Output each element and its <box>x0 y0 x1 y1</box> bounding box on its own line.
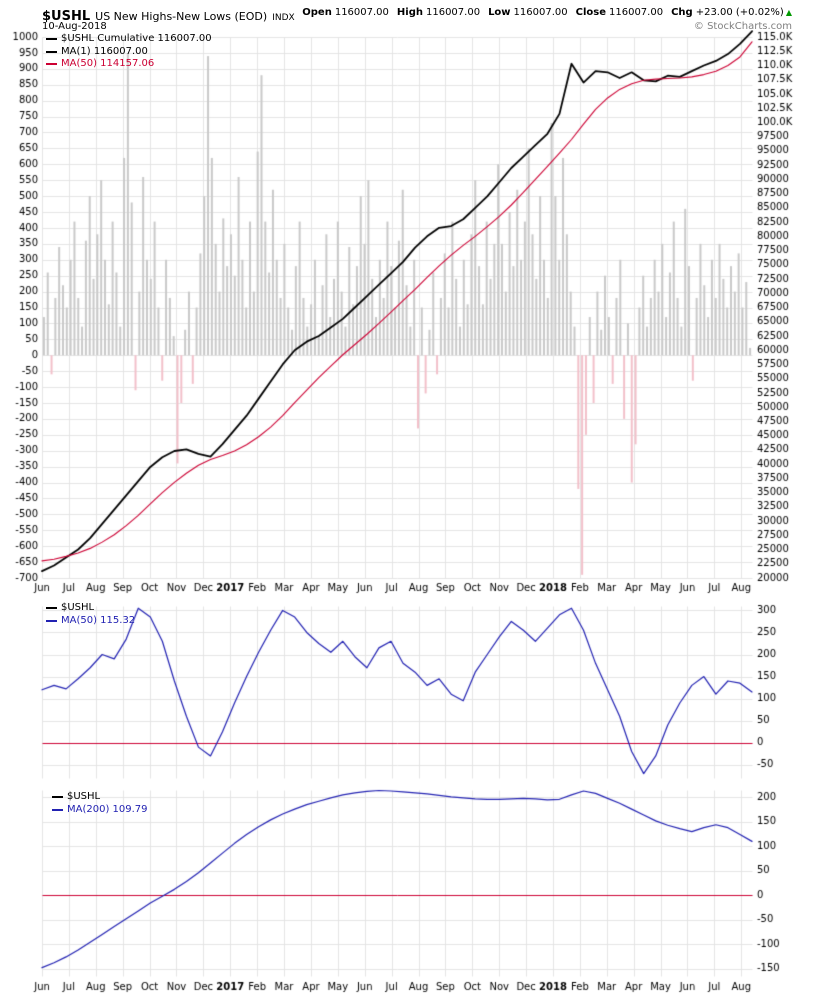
ma50-panel-legend: $USHL MA(50) 115.32 <box>46 602 135 627</box>
open-value: 116007.00 <box>334 7 389 18</box>
legend-label: MA(200) 109.79 <box>67 803 148 815</box>
ma200-indicator-chart-canvas <box>0 784 820 998</box>
legend-item: MA(50) 114157.06 <box>46 58 212 71</box>
legend-label: $USHL Cumulative 116007.00 <box>61 33 212 44</box>
legend-item: $USHL <box>52 791 148 804</box>
legend-item: MA(1) 116007.00 <box>46 46 212 59</box>
legend-item: MA(200) 109.79 <box>52 804 148 817</box>
security-name: US New Highs-New Lows (EOD) <box>95 10 268 23</box>
line-swatch-icon <box>46 50 57 53</box>
close-value: 116007.00 <box>609 7 664 18</box>
exchange-label: INDX <box>272 13 295 23</box>
main-price-chart-canvas <box>0 30 820 600</box>
copyright-label: © StockCharts.com <box>693 21 792 32</box>
legend-item: $USHL <box>46 602 135 615</box>
open-label: Open <box>302 7 332 18</box>
main-chart-legend: $USHL Cumulative 116007.00 MA(1) 116007.… <box>46 33 212 71</box>
up-arrow-icon: ▲ <box>785 8 792 17</box>
ma50-indicator-chart-canvas <box>0 600 820 784</box>
legend-label: MA(50) 115.32 <box>61 614 136 626</box>
line-swatch-icon <box>46 63 57 66</box>
close-label: Close <box>575 7 606 18</box>
symbol-label: $USHL <box>42 9 91 24</box>
legend-label: $USHL <box>61 602 95 613</box>
chart-date: 10-Aug-2018 <box>42 21 107 32</box>
quote-bar: Open 116007.00 High 116007.00 Low 116007.00 Cl… <box>302 7 792 18</box>
chart-title: $USHL US New Highs-New Lows (EOD) INDX <box>42 5 295 24</box>
line-swatch-icon <box>52 796 63 799</box>
legend-label: MA(1) 116007.00 <box>61 45 148 57</box>
high-label: High <box>396 7 423 18</box>
legend-label: $USHL <box>67 791 101 802</box>
legend-item: MA(50) 115.32 <box>46 615 135 628</box>
line-swatch-icon <box>46 619 57 622</box>
chg-label: Chg <box>671 7 693 18</box>
ma200-panel-legend: $USHL MA(200) 109.79 <box>52 791 148 816</box>
high-value: 116007.00 <box>425 7 481 18</box>
legend-label: MA(50) 114157.06 <box>61 58 155 69</box>
low-value: 116007.00 <box>513 7 568 18</box>
line-swatch-icon <box>46 607 57 610</box>
low-label: Low <box>488 7 511 18</box>
line-swatch-icon <box>46 38 57 41</box>
legend-item: $USHL Cumulative 116007.00 <box>46 33 212 46</box>
chg-value: +23.00 (+0.02%) <box>695 7 784 18</box>
line-swatch-icon <box>52 808 63 811</box>
